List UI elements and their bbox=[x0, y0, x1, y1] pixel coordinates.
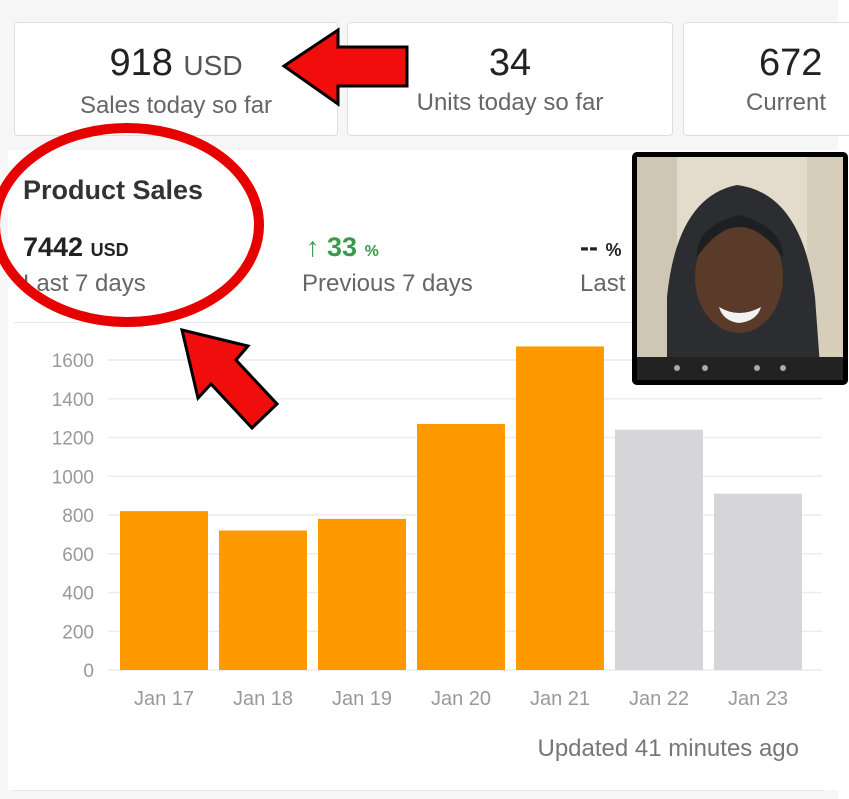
bar-jan-17[interactable] bbox=[120, 511, 208, 670]
x-tick-label: Jan 19 bbox=[332, 688, 392, 710]
sales-today-label: Sales today so far bbox=[79, 92, 273, 119]
units-today-label: Units today so far bbox=[416, 89, 604, 116]
webcam-overlay[interactable] bbox=[632, 152, 848, 385]
arrow-up-icon: ↑ bbox=[306, 232, 320, 262]
y-tick-label: 600 bbox=[62, 545, 94, 566]
bar-jan-18[interactable] bbox=[219, 530, 307, 671]
stats-divider bbox=[14, 322, 824, 323]
product-sales-title: Product Sales bbox=[23, 175, 204, 205]
third-stat-value: -- % bbox=[580, 232, 622, 262]
units-today-value: 34 bbox=[488, 42, 532, 84]
x-tick-label: Jan 17 bbox=[134, 688, 194, 710]
y-tick-label: 1000 bbox=[52, 467, 94, 488]
arrow-left-icon bbox=[281, 27, 409, 107]
bar-jan-19[interactable] bbox=[318, 518, 406, 670]
y-tick-label: 1600 bbox=[52, 351, 94, 372]
x-tick-label: Jan 20 bbox=[431, 688, 491, 710]
sales-change-label: Previous 7 days bbox=[302, 270, 473, 297]
sales-today-value: 918 USD bbox=[109, 42, 243, 84]
bar-jan-20[interactable] bbox=[417, 423, 505, 670]
x-tick-label: Jan 21 bbox=[530, 688, 590, 710]
y-tick-label: 0 bbox=[83, 661, 94, 682]
x-tick-label: Jan 18 bbox=[233, 688, 293, 710]
current-value: 672 bbox=[759, 42, 823, 84]
updated-timestamp: Updated 41 minutes ago bbox=[537, 735, 799, 762]
bar-jan-23[interactable] bbox=[714, 493, 802, 670]
sales-change-value: ↑ 33 % bbox=[306, 232, 379, 262]
y-tick-label: 800 bbox=[62, 506, 94, 527]
y-tick-label: 200 bbox=[62, 622, 94, 643]
webcam-person-image bbox=[637, 157, 843, 380]
y-tick-label: 1200 bbox=[52, 429, 94, 450]
arrow-up-left-icon bbox=[179, 327, 280, 431]
bar-jan-22[interactable] bbox=[615, 429, 703, 670]
sales-total-label: Last 7 days bbox=[23, 270, 146, 297]
webcam-feed bbox=[637, 157, 843, 380]
sales-total-value: 7442 USD bbox=[23, 232, 129, 262]
current-card[interactable]: 672 Current bbox=[683, 22, 849, 136]
x-tick-label: Jan 22 bbox=[629, 688, 689, 710]
bar-jan-21[interactable] bbox=[516, 346, 604, 670]
y-tick-label: 1400 bbox=[52, 390, 94, 411]
footer-divider bbox=[14, 790, 824, 791]
highlight-circle bbox=[0, 123, 264, 327]
y-tick-label: 400 bbox=[62, 584, 94, 605]
third-stat-label: Last bbox=[580, 270, 626, 297]
sales-today-card[interactable]: 918 USD Sales today so far bbox=[14, 22, 338, 136]
x-tick-label: Jan 23 bbox=[728, 688, 788, 710]
current-label: Current bbox=[746, 89, 827, 116]
